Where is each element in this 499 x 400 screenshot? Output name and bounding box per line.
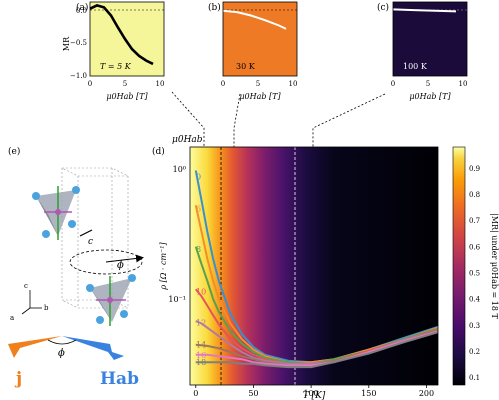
ytick-0: 0.0 bbox=[76, 7, 87, 15]
j-arrow bbox=[8, 336, 62, 358]
rotation-vector bbox=[105, 254, 144, 263]
ytick-10-0: 10⁰ bbox=[173, 165, 186, 174]
colorbar-tick-0.3: 0.3 bbox=[469, 322, 480, 330]
rho-curve-18T bbox=[195, 331, 438, 369]
colorbar-tick-0.9: 0.9 bbox=[469, 165, 480, 173]
phi-arc bbox=[47, 339, 77, 345]
colorbar-tick-0.1: 0.1 bbox=[469, 374, 480, 382]
panel-b: (b) 30 K 0 5 10 μ0Hab [T] bbox=[208, 1, 298, 101]
panel-c-xlabel: μ0Hab [T] bbox=[409, 92, 451, 101]
colorbar-ticks: 0.9 0.8 0.7 0.6 0.5 0.4 0.3 0.2 0.1 bbox=[469, 165, 481, 382]
panel-d-xlabel: T [K] bbox=[303, 391, 326, 400]
xtick-5: 5 bbox=[426, 80, 430, 88]
field-label-0: 0 bbox=[196, 173, 201, 182]
panel-a-label: (a) bbox=[76, 2, 88, 13]
panel-d-ylabel: ρ [Ω · cm⁻¹] bbox=[159, 242, 168, 291]
ytick-neg05: −0.5 bbox=[70, 39, 87, 47]
main-xticks: 0 50 100 150 200 bbox=[193, 385, 434, 398]
xtick-5: 5 bbox=[123, 80, 127, 88]
field-label-10: 10 bbox=[196, 287, 206, 296]
connector-arrows bbox=[171, 91, 386, 154]
xtick-10: 10 bbox=[289, 80, 298, 88]
xtick-label-200: 200 bbox=[419, 389, 434, 398]
panel-c-background bbox=[393, 2, 467, 76]
arrow-to-30k bbox=[230, 93, 241, 154]
xtick-10: 10 bbox=[459, 80, 468, 88]
xtick-label-150: 150 bbox=[361, 389, 376, 398]
h-arrow bbox=[62, 336, 124, 360]
colorbar-gradient bbox=[452, 146, 466, 386]
field-label-12: 12 bbox=[196, 319, 206, 328]
unit-cell bbox=[61, 167, 129, 309]
xtick-label-0: 0 bbox=[193, 389, 198, 398]
panel-c-temperature: 100 K bbox=[403, 62, 428, 71]
mr-curve-30k bbox=[222, 9, 287, 30]
panel-c-frame bbox=[392, 1, 468, 77]
colorbar-tick-0.7: 0.7 bbox=[469, 217, 480, 225]
panel-e-label: (e) bbox=[8, 146, 20, 157]
panel-e: (e) bbox=[8, 146, 144, 389]
mr-curve-100k bbox=[392, 8, 457, 13]
ytick-10-minus1: 10⁻¹ bbox=[168, 295, 186, 304]
panel-d-frame bbox=[189, 146, 439, 386]
rho-curve-16T bbox=[195, 330, 438, 367]
panel-b-background bbox=[223, 2, 297, 76]
colorbar-label: |MR| under μ0Hab = 18 T bbox=[490, 213, 499, 319]
field-label-16: 16 bbox=[196, 351, 206, 360]
xtick-label-100: 100 bbox=[303, 389, 318, 398]
panel-a-temperature: T = 5 K bbox=[100, 62, 132, 71]
mr-heatmap bbox=[190, 147, 438, 385]
ytick-neg1: −1.0 bbox=[70, 72, 87, 80]
xtick-0: 0 bbox=[391, 80, 395, 88]
colorbar-tick-0.8: 0.8 bbox=[469, 191, 480, 199]
mr-curve-5k bbox=[89, 4, 154, 66]
panel-a: (a) T = 5 K MR 0.0 −0.5 −1.0 0 5 10 μ0Ha… bbox=[62, 1, 165, 101]
axis-b: b bbox=[44, 304, 49, 312]
xtick-5: 5 bbox=[256, 80, 260, 88]
tetrahedron-top bbox=[32, 186, 80, 240]
xtick-label-50: 50 bbox=[248, 389, 258, 398]
h-label: Hab bbox=[100, 369, 139, 389]
theta-label: c bbox=[88, 237, 93, 247]
panel-b-label: (b) bbox=[208, 2, 221, 13]
phi-upper: ϕ bbox=[117, 260, 124, 271]
panel-c: (c) 100 K 0 5 10 μ0Hab [T] bbox=[377, 1, 468, 101]
colorbar: 0.9 0.8 0.7 0.6 0.5 0.4 0.3 0.2 0.1 |MR| under μ… bbox=[452, 146, 499, 386]
arrow-to-100k bbox=[309, 93, 386, 154]
tilt-arrow bbox=[79, 229, 93, 237]
panel-a-ylabel: MR bbox=[62, 36, 71, 51]
colorbar-tick-0.2: 0.2 bbox=[469, 348, 480, 356]
panel-a-frame bbox=[89, 1, 165, 77]
colorbar-tick-0.5: 0.5 bbox=[469, 270, 480, 278]
axis-c: c bbox=[24, 282, 28, 290]
phi-lower: ϕ bbox=[58, 348, 65, 359]
field-label-8: 8 bbox=[196, 245, 201, 254]
field-label-6: 6 bbox=[196, 205, 201, 214]
panel-b-xlabel: μ0Hab [T] bbox=[239, 92, 281, 101]
panel-a-xlabel: μ0Hab [T] bbox=[106, 92, 148, 101]
axis-a: a bbox=[10, 314, 14, 322]
xtick-0: 0 bbox=[221, 80, 225, 88]
field-label-14: 14 bbox=[196, 341, 206, 350]
xtick-0: 0 bbox=[88, 80, 92, 88]
panel-d-label: (d) bbox=[152, 146, 165, 157]
colorbar-tick-0.4: 0.4 bbox=[469, 296, 481, 304]
arrow-to-5k bbox=[171, 91, 208, 154]
field-label-18: 18 bbox=[196, 358, 206, 367]
field-header: μ0Hab bbox=[172, 135, 203, 145]
panel-b-frame bbox=[222, 1, 298, 77]
panel-c-label: (c) bbox=[377, 2, 389, 13]
xtick-10: 10 bbox=[156, 80, 165, 88]
crystal-axes bbox=[21, 290, 42, 315]
colorbar-tick-0.6: 0.6 bbox=[469, 243, 481, 251]
resistivity-curves bbox=[194, 170, 438, 369]
tetrahedron-bottom bbox=[86, 274, 136, 326]
panel-b-temperature: 30 K bbox=[236, 62, 256, 71]
j-label: j bbox=[14, 369, 22, 389]
